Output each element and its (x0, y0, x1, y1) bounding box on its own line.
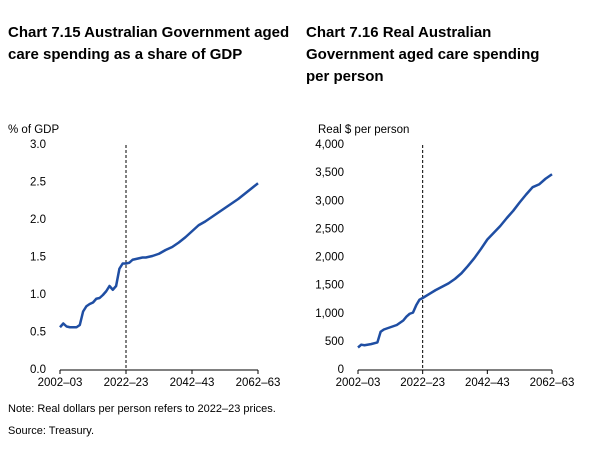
y-tick-label: 1,500 (315, 280, 344, 292)
y-tick-label: 0.5 (30, 327, 46, 339)
x-tick-label: 2022–23 (400, 377, 445, 389)
y-tick-label: 1,000 (315, 308, 344, 320)
y-axis-label: Real $ per person (318, 124, 409, 136)
y-tick-label: 3.0 (30, 139, 46, 151)
y-tick-label: 2.0 (30, 214, 46, 226)
y-tick-label: 3,500 (315, 167, 344, 179)
y-tick-label: 0.0 (30, 364, 46, 376)
y-tick-label: 2,000 (315, 252, 344, 264)
x-tick-label: 2002–03 (38, 377, 83, 389)
source: Source: Treasury. (8, 425, 94, 437)
y-tick-label: 1.5 (30, 252, 46, 264)
chart-title: Chart 7.15 Australian Government aged ca… (8, 24, 290, 63)
y-tick-label: 0 (338, 364, 344, 376)
y-tick-label: 1.0 (30, 289, 46, 301)
y-tick-label: 2,500 (315, 223, 344, 235)
x-tick-label: 2002–03 (336, 377, 381, 389)
x-tick-label: 2062–63 (530, 377, 575, 389)
x-tick-label: 2042–43 (465, 377, 510, 389)
chart-title: Chart 7.16 Real Australian Government ag… (306, 24, 540, 85)
y-tick-label: 500 (325, 336, 344, 348)
y-tick-label: 2.5 (30, 177, 46, 189)
x-tick-label: 2022–23 (104, 377, 149, 389)
y-tick-label: 3,000 (315, 195, 344, 207)
y-tick-label: 4,000 (315, 139, 344, 151)
y-axis-label: % of GDP (8, 124, 59, 136)
x-tick-label: 2062–63 (236, 377, 281, 389)
data-line (357, 173, 553, 349)
x-tick-label: 2042–43 (170, 377, 215, 389)
data-line (59, 182, 259, 329)
note: Note: Real dollars per person refers to … (8, 403, 276, 415)
